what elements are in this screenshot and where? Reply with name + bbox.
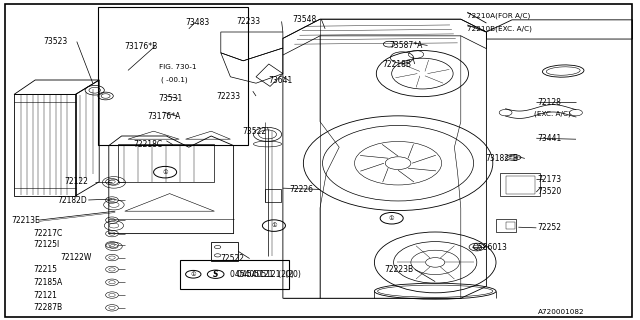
Text: 72233: 72233	[237, 17, 261, 26]
Text: 72218B: 72218B	[383, 60, 412, 68]
Bar	[500, 173, 540, 196]
Text: 72522: 72522	[221, 254, 244, 263]
Text: ①: ①	[271, 223, 276, 228]
Text: 72121: 72121	[33, 291, 57, 300]
Text: ①: ①	[163, 170, 168, 175]
Text: 73523: 73523	[44, 37, 68, 46]
Text: A720001082: A720001082	[538, 309, 584, 315]
Bar	[496, 219, 516, 232]
Text: 72287B: 72287B	[33, 303, 63, 312]
Text: 73182*B: 73182*B	[485, 154, 518, 163]
Text: 73522: 73522	[242, 127, 266, 136]
Text: S: S	[213, 270, 218, 279]
Text: 72185A: 72185A	[33, 278, 63, 287]
Text: 73483: 73483	[186, 18, 210, 27]
Text: 72210A(FOR A/C): 72210A(FOR A/C)	[467, 13, 531, 19]
Text: 72218C: 72218C	[133, 140, 163, 149]
Text: ( -00.1): ( -00.1)	[161, 77, 188, 83]
Text: ①: ①	[191, 272, 196, 277]
Text: 72182D: 72182D	[58, 196, 87, 204]
Text: 73441: 73441	[538, 134, 562, 143]
Text: 72213E: 72213E	[12, 216, 40, 225]
Text: 045405121  (20): 045405121 (20)	[230, 270, 294, 279]
Text: 73520: 73520	[538, 188, 562, 196]
Text: 73531: 73531	[159, 94, 183, 103]
Text: 72122: 72122	[64, 177, 88, 186]
Text: FIG. 730-1: FIG. 730-1	[159, 64, 196, 70]
Text: 045405121  (20): 045405121 (20)	[237, 270, 301, 279]
Bar	[506, 222, 515, 229]
Text: 73587*A: 73587*A	[389, 41, 422, 50]
Text: 72122W: 72122W	[61, 253, 92, 262]
Text: 72217C: 72217C	[33, 229, 63, 238]
Text: 72173: 72173	[538, 175, 562, 184]
Text: (EXC. A/C): (EXC. A/C)	[534, 110, 571, 117]
Text: 72125I: 72125I	[33, 240, 60, 249]
Bar	[180, 260, 289, 289]
Text: 73176*B: 73176*B	[125, 42, 158, 51]
Text: 73176*A: 73176*A	[147, 112, 180, 121]
Text: 72226: 72226	[289, 185, 314, 194]
Text: 72215: 72215	[33, 265, 58, 274]
Text: ①: ①	[389, 216, 394, 221]
Text: Q586013: Q586013	[472, 243, 507, 252]
Text: 73548: 73548	[292, 15, 316, 24]
Bar	[506, 176, 535, 194]
Bar	[118, 144, 214, 182]
Text: 72210B(EXC. A/C): 72210B(EXC. A/C)	[467, 26, 532, 32]
Text: 73641: 73641	[269, 76, 293, 85]
Text: 72128: 72128	[538, 98, 561, 107]
Bar	[265, 189, 281, 202]
Bar	[98, 7, 248, 145]
Bar	[211, 242, 238, 261]
Text: 72252: 72252	[538, 223, 562, 232]
Text: 72223B: 72223B	[384, 265, 413, 274]
Text: 72233: 72233	[216, 92, 241, 100]
